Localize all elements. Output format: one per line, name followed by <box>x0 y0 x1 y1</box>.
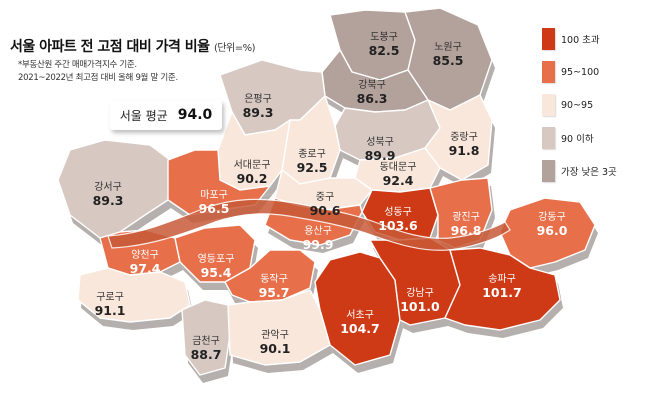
district-value-guro: 91.1 <box>95 303 126 318</box>
district-value-yongsan: 99.9 <box>303 237 334 252</box>
district-value-dongdaemun: 92.4 <box>383 173 414 188</box>
district-name-seongdong: 성동구 <box>384 206 412 218</box>
district-name-dobong: 도봉구 <box>370 31 398 43</box>
note-line-1: *부동산원 주간 매매가격지수 기준. <box>18 60 137 70</box>
district-value-dobong: 82.5 <box>369 43 400 58</box>
district-value-jung: 90.6 <box>310 203 341 218</box>
legend-item-95-100: 95~100 <box>542 61 599 83</box>
district-name-yongsan: 용산구 <box>304 225 332 237</box>
district-jungnang[interactable] <box>424 94 493 181</box>
district-name-yangcheon: 양천구 <box>131 249 159 261</box>
district-value-eunpyeong: 89.3 <box>243 105 274 120</box>
district-name-gangseo: 강서구 <box>94 181 122 193</box>
district-name-eunpyeong: 은평구 <box>244 93 272 105</box>
district-value-gangdong: 96.0 <box>537 223 568 238</box>
district-name-yeongdeungpo: 영등포구 <box>198 253 235 265</box>
legend-swatch <box>542 61 555 83</box>
district-name-guro: 구로구 <box>96 292 124 303</box>
legend-item-lowest-3: 가장 낮은 3곳 <box>542 160 617 182</box>
district-value-yangcheon: 97.4 <box>130 261 161 276</box>
district-value-jongno: 92.5 <box>297 160 328 175</box>
district-value-gangseo: 89.3 <box>93 193 124 208</box>
map-title: 서울 아파트 전 고점 대비 가격 비율 (단위=%) <box>10 36 256 56</box>
legend-item-90-95: 90~95 <box>542 94 593 116</box>
district-name-nowon: 노원구 <box>434 41 462 53</box>
district-name-geumcheon: 금천구 <box>192 335 220 347</box>
district-songpa[interactable] <box>444 247 561 331</box>
legend-swatch <box>542 28 555 50</box>
legend-label: 90~95 <box>561 99 594 111</box>
district-value-mapo: 96.5 <box>199 201 230 216</box>
district-value-songpa: 101.7 <box>482 285 522 300</box>
district-gwanak[interactable] <box>227 289 331 366</box>
district-name-songpa: 송파구 <box>488 273 516 285</box>
district-value-seodaemun: 90.2 <box>237 171 268 186</box>
district-name-dongjak: 동작구 <box>260 273 288 285</box>
title-text: 서울 아파트 전 고점 대비 가격 비율 <box>10 39 210 55</box>
district-name-gwangjin: 광진구 <box>452 211 480 223</box>
legend-label: 90 이하 <box>561 134 594 145</box>
legend-swatch <box>542 94 555 116</box>
district-value-jungnang: 91.8 <box>449 143 480 158</box>
average-label: 서울 평균 <box>119 108 168 123</box>
district-value-gwanak: 90.1 <box>260 341 291 356</box>
legend-label: 100 초과 <box>561 35 600 46</box>
district-name-gwanak: 관악구 <box>261 329 289 341</box>
district-geumcheon[interactable] <box>181 299 231 376</box>
district-name-mapo: 마포구 <box>200 189 228 201</box>
district-name-seocho: 서초구 <box>346 309 374 321</box>
district-name-gangnam: 강남구 <box>406 287 434 299</box>
han-river <box>107 198 511 251</box>
district-name-jung: 중구 <box>316 191 334 203</box>
district-value-geumcheon: 88.7 <box>191 347 222 362</box>
average-value: 94.0 <box>177 107 213 123</box>
legend-item-over-100: 100 초과 <box>542 28 600 50</box>
district-guro[interactable] <box>77 267 191 323</box>
district-value-seongbuk: 89.9 <box>365 148 396 163</box>
district-value-yeongdeungpo: 95.4 <box>201 265 232 280</box>
district-value-seocho: 104.7 <box>340 321 380 336</box>
district-seocho[interactable] <box>314 251 401 366</box>
district-gangseo[interactable] <box>57 139 171 239</box>
district-name-gangdong: 강동구 <box>538 211 566 223</box>
district-name-jongno: 종로구 <box>298 148 326 160</box>
district-dongjak[interactable] <box>224 249 316 303</box>
district-name-jungnang: 중랑구 <box>450 131 478 143</box>
legend-swatch <box>542 160 555 182</box>
unit-text: (단위=%) <box>213 43 256 54</box>
district-name-gangbuk: 강북구 <box>358 79 386 91</box>
district-value-nowon: 85.5 <box>433 53 464 68</box>
district-value-seongdong: 103.6 <box>378 218 418 233</box>
legend-item-under-90: 90 이하 <box>542 127 594 149</box>
legend-label: 95~100 <box>561 66 600 78</box>
legend-label: 가장 낮은 3곳 <box>561 167 617 178</box>
district-regions <box>57 7 596 376</box>
district-name-seongbuk: 성북구 <box>366 136 394 148</box>
district-value-gangnam: 101.0 <box>400 299 440 314</box>
note-line-2: 2021~2022년 최고점 대비 올해 9월 말 기준. <box>18 73 178 83</box>
district-value-gangbuk: 86.3 <box>357 91 388 106</box>
district-name-seodaemun: 서대문구 <box>234 159 271 171</box>
legend-swatch <box>542 127 555 149</box>
district-name-dongdaemun: 동대문구 <box>380 161 417 173</box>
district-value-gwangjin: 96.8 <box>451 223 482 238</box>
district-gangdong[interactable] <box>499 197 596 269</box>
district-value-dongjak: 95.7 <box>259 285 290 300</box>
district-mapo[interactable] <box>167 149 271 216</box>
seoul-average-box: 서울 평균 94.0 <box>110 100 222 130</box>
